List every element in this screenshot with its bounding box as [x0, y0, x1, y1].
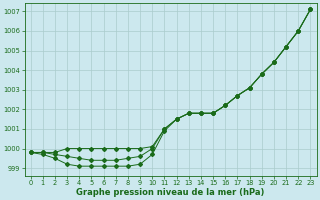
X-axis label: Graphe pression niveau de la mer (hPa): Graphe pression niveau de la mer (hPa)	[76, 188, 265, 197]
